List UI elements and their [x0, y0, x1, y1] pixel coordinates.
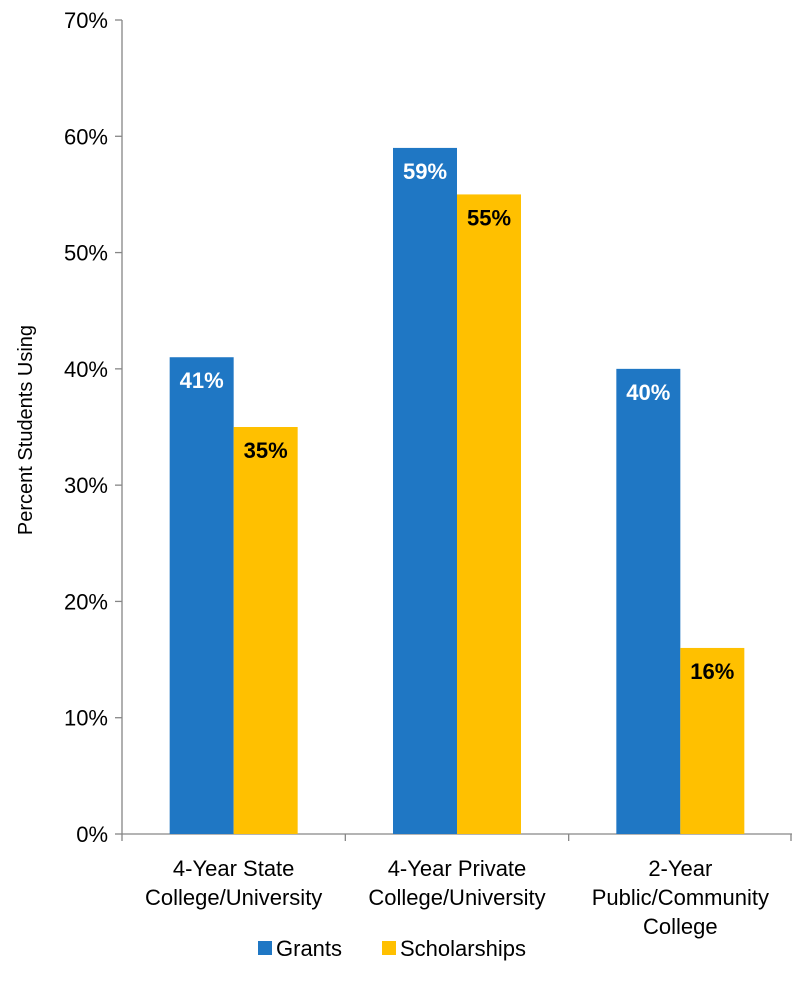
data-label: 55% [467, 205, 511, 230]
bar-grants-2 [616, 368, 681, 834]
y-tick-label: 40% [64, 357, 108, 382]
bar-scholarships-0 [233, 427, 298, 834]
y-tick-label: 0% [76, 822, 108, 847]
bar-scholarships-2 [680, 647, 745, 834]
bar-grants-0 [169, 357, 234, 834]
category-label-line: College/University [368, 885, 545, 910]
data-label: 41% [180, 368, 224, 393]
category-label: 4-Year Private College/University [368, 856, 545, 910]
category-label-line: Public/Community [592, 885, 769, 910]
category-label-line: 4-Year Private [388, 856, 527, 881]
y-axis-title: Percent Students Using [15, 325, 37, 535]
legend: Grants Scholarships [258, 936, 526, 961]
data-labels: 41% 35% 59% 55% 40% 16% [180, 159, 735, 684]
category-label-line: College/University [145, 885, 322, 910]
legend-swatch-scholarships [382, 941, 396, 955]
y-tick-label: 60% [64, 124, 108, 149]
category-label-line: College [643, 914, 718, 939]
category-label: 4-Year State College/University [145, 856, 322, 910]
legend-label-scholarships: Scholarships [400, 936, 526, 961]
category-label-line: 2-Year [648, 856, 712, 881]
legend-label-grants: Grants [276, 936, 342, 961]
y-tick-label: 20% [64, 589, 108, 614]
data-label: 40% [626, 380, 670, 405]
data-label: 35% [244, 438, 288, 463]
y-tick-label: 70% [64, 8, 108, 33]
bar-grants-1 [393, 147, 457, 834]
y-tick-label: 50% [64, 241, 108, 266]
y-tick-label: 30% [64, 473, 108, 498]
data-label: 59% [403, 159, 447, 184]
category-label-line: 4-Year State [173, 856, 295, 881]
bar-scholarships-1 [457, 194, 521, 834]
category-label: 2-Year Public/Community College [592, 856, 769, 939]
y-axis: 0% 10% 20% 30% 40% 50% 60% 70% [64, 8, 123, 847]
data-label: 16% [690, 659, 734, 684]
legend-swatch-grants [258, 941, 272, 955]
y-tick-label: 10% [64, 706, 108, 731]
bars [169, 147, 745, 834]
